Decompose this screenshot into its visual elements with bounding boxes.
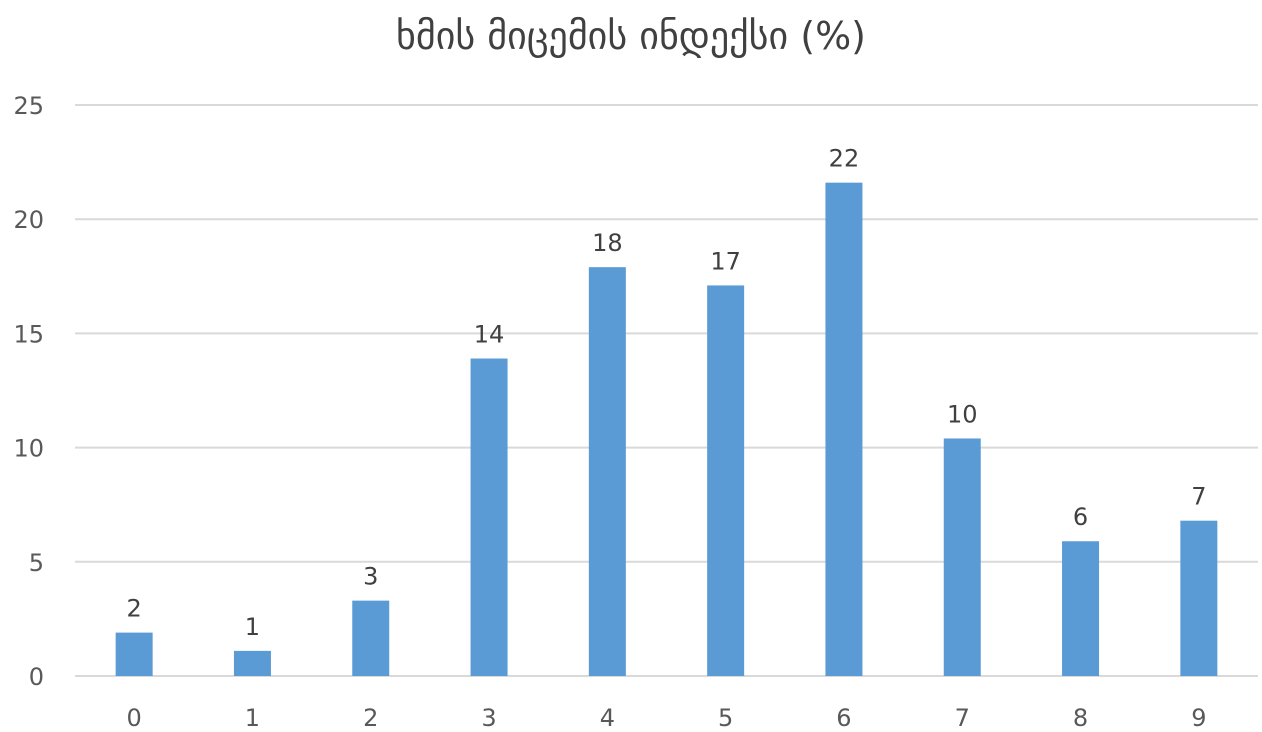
bar bbox=[825, 182, 863, 676]
gridlines bbox=[75, 104, 1258, 677]
y-tick-label: 20 bbox=[13, 206, 44, 234]
data-label: 22 bbox=[829, 145, 860, 173]
x-tick-label: 3 bbox=[481, 704, 496, 732]
bar bbox=[1180, 520, 1218, 676]
data-labels: 2 1 3 14 18 17 22 10 6 7 bbox=[127, 145, 1207, 641]
data-label: 3 bbox=[363, 563, 378, 591]
chart-title: ხმის მიცემის ინდექსი (%) bbox=[395, 14, 867, 58]
y-tick-label: 10 bbox=[13, 435, 44, 463]
y-tick-label: 5 bbox=[29, 549, 44, 577]
x-tick-label: 0 bbox=[127, 704, 142, 732]
data-label: 1 bbox=[245, 613, 260, 641]
data-label: 6 bbox=[1073, 503, 1088, 531]
bar bbox=[115, 632, 153, 676]
x-tick-label: 9 bbox=[1191, 704, 1206, 732]
bar bbox=[588, 267, 626, 676]
data-label: 2 bbox=[127, 595, 142, 623]
x-axis-ticks: 0 1 2 3 4 5 6 7 8 9 bbox=[127, 704, 1207, 732]
y-tick-label: 0 bbox=[29, 663, 44, 691]
x-tick-label: 7 bbox=[955, 704, 970, 732]
y-tick-label: 25 bbox=[13, 92, 44, 120]
y-tick-label: 15 bbox=[13, 320, 44, 348]
data-label: 10 bbox=[947, 400, 978, 428]
bar bbox=[943, 438, 981, 676]
bars bbox=[115, 182, 1218, 676]
data-label: 14 bbox=[474, 321, 505, 349]
data-label: 18 bbox=[592, 229, 623, 257]
x-tick-label: 6 bbox=[836, 704, 851, 732]
bar bbox=[1062, 541, 1100, 676]
x-tick-label: 8 bbox=[1073, 704, 1088, 732]
bar bbox=[233, 650, 271, 676]
bar bbox=[352, 600, 390, 676]
x-tick-label: 1 bbox=[245, 704, 260, 732]
x-tick-label: 5 bbox=[718, 704, 733, 732]
data-label: 7 bbox=[1191, 483, 1206, 511]
y-axis-ticks: 0 5 10 15 20 25 bbox=[13, 92, 44, 691]
bar bbox=[707, 285, 745, 676]
x-tick-label: 4 bbox=[600, 704, 615, 732]
data-label: 17 bbox=[710, 247, 741, 275]
bar bbox=[470, 358, 508, 676]
x-tick-label: 2 bbox=[363, 704, 378, 732]
